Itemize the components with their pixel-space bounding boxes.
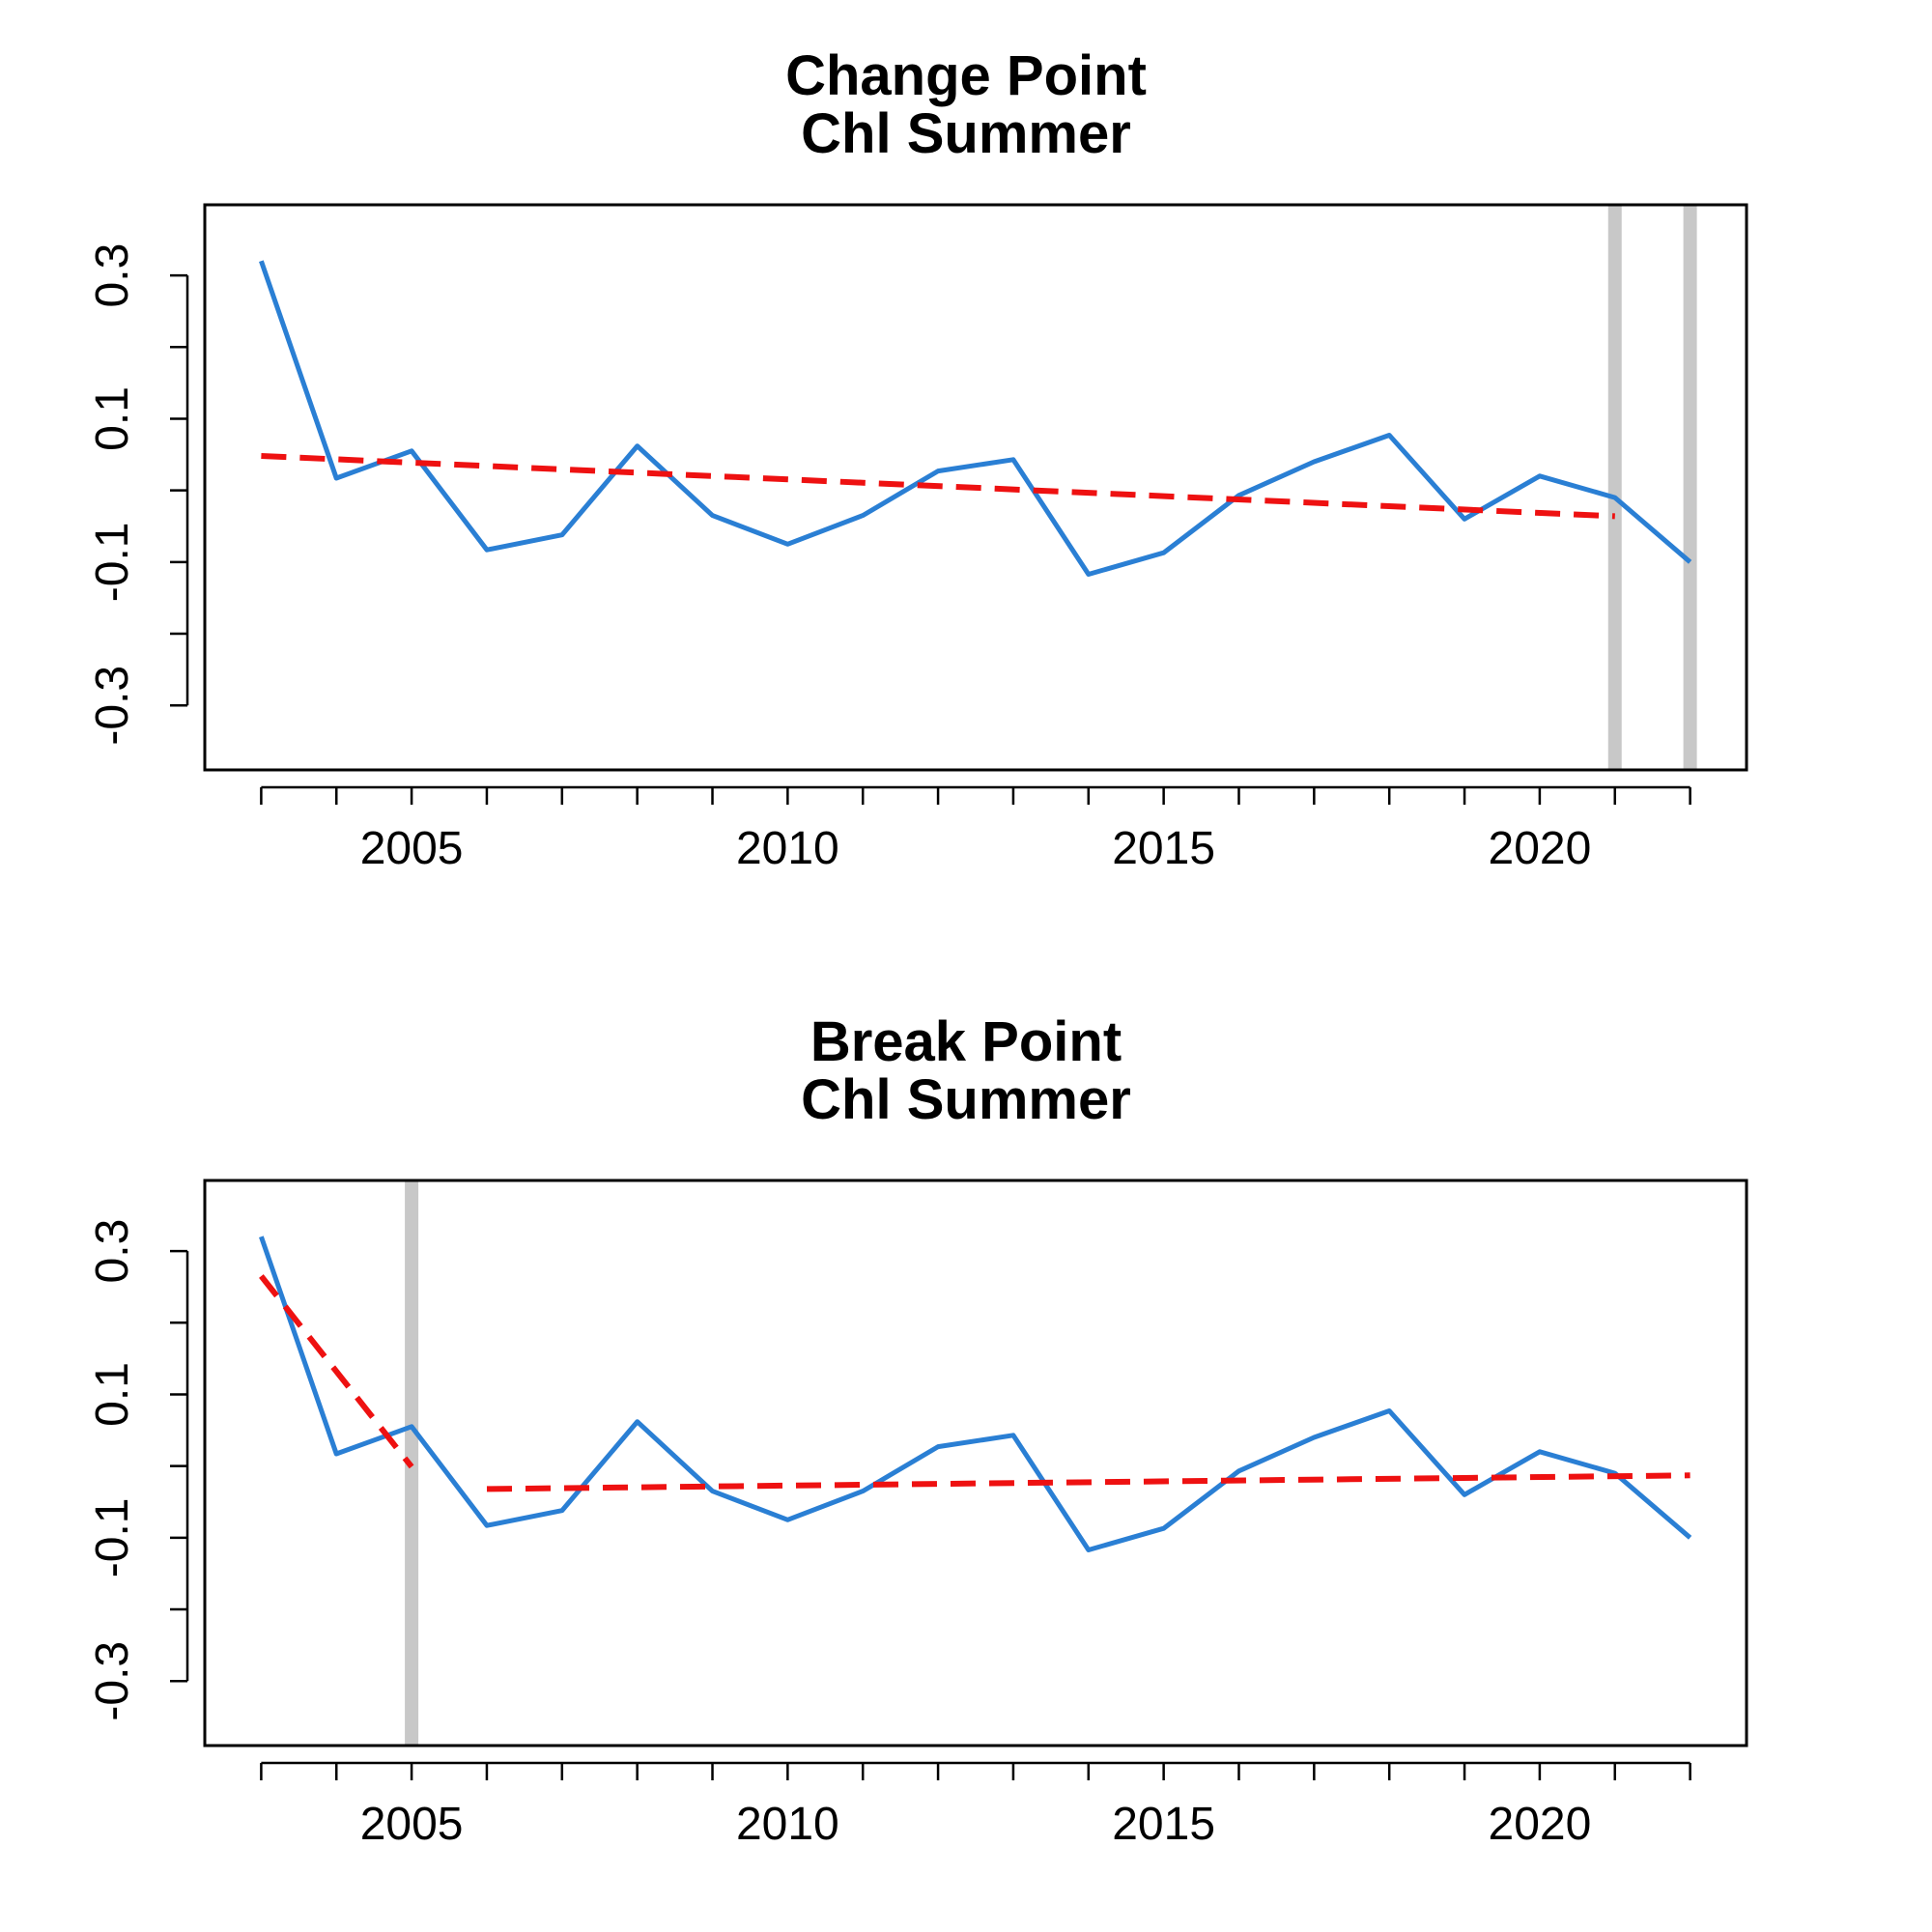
chart-panel-break-point: Break Point Chl Summer 2005 2010 2015 2020 0… (87, 1010, 1748, 1850)
plot-area: 2005 2010 2015 2020 0.3 0.1 -0.1 -0.3 (87, 1179, 1748, 1850)
x-tick-label: 2020 (1489, 823, 1592, 874)
plot-frame (203, 1179, 1748, 1747)
x-tick-label: 2005 (360, 1799, 464, 1850)
trend-line (259, 1274, 414, 1469)
y-tick-label: -0.1 (87, 1497, 138, 1577)
chart-panel-change-point: Change Point Chl Summer 2005 2010 2015 2020… (87, 44, 1748, 874)
x-tick-label: 2015 (1112, 1799, 1215, 1850)
x-tick-label: 2020 (1489, 1799, 1592, 1850)
y-tick-label: -0.1 (87, 522, 138, 602)
x-tick-label: 2015 (1112, 823, 1215, 874)
series-line (259, 1236, 1692, 1552)
chart-title-line-2: Chl Summer (801, 102, 1131, 165)
x-tick-label: 2010 (736, 1799, 839, 1850)
chart-title-line-1: Change Point (785, 44, 1147, 107)
chart-title-line-2: Chl Summer (801, 1068, 1131, 1131)
y-tick-label: 0.3 (87, 243, 138, 308)
chart-title-line-1: Break Point (810, 1010, 1122, 1073)
y-tick-label: 0.1 (87, 1362, 138, 1427)
trend-line (486, 1472, 1690, 1492)
x-tick-label: 2005 (360, 823, 464, 874)
plot-area: 2005 2010 2015 2020 0.3 0.1 -0.1 -0.3 (87, 203, 1748, 874)
series-line (259, 260, 1692, 577)
y-tick-label: -0.3 (87, 666, 138, 746)
y-tick-label: 0.1 (87, 386, 138, 451)
y-tick-label: 0.3 (87, 1219, 138, 1284)
x-tick-label: 2010 (736, 823, 839, 874)
trend-line (261, 453, 1615, 520)
plot-frame (203, 203, 1748, 772)
y-tick-label: -0.3 (87, 1641, 138, 1721)
